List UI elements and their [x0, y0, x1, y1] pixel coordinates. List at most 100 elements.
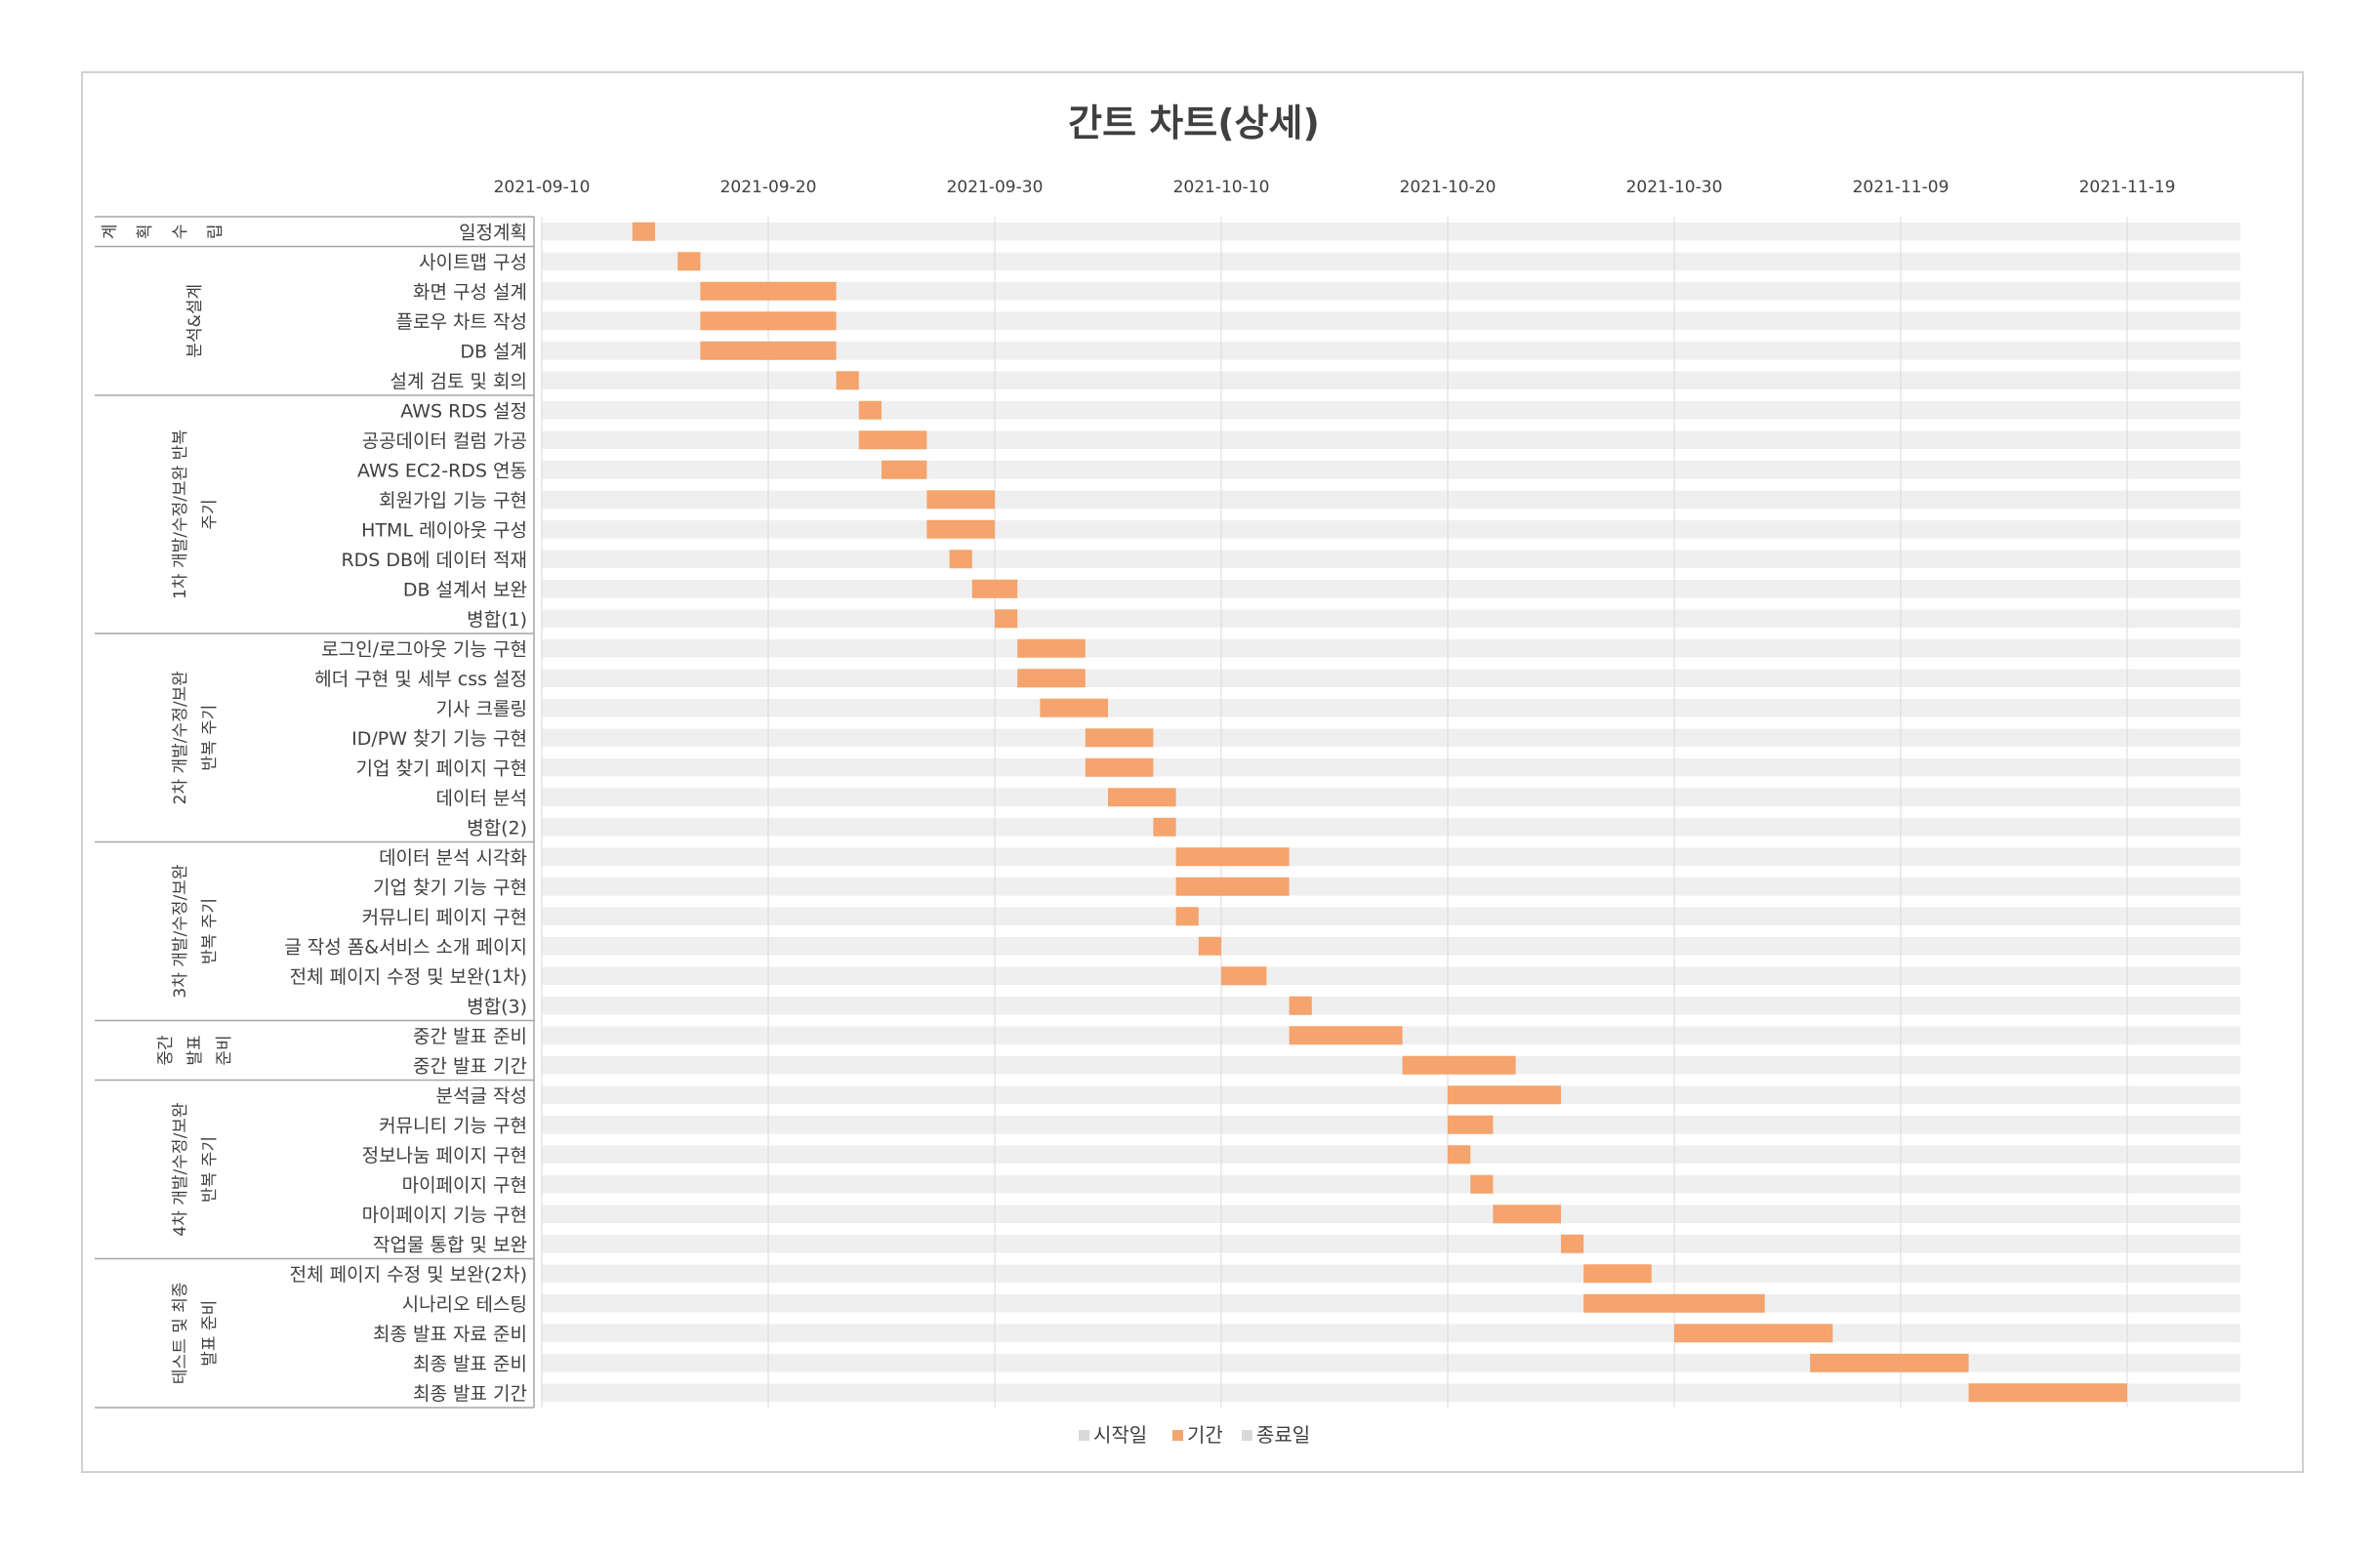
row-band — [542, 311, 2240, 330]
task-bar — [882, 460, 927, 479]
task-label: DB 설계서 보완 — [403, 579, 527, 600]
group-label: 발표 준비 — [200, 1300, 220, 1367]
chart-title: 간트 차트(상세) — [1068, 102, 1320, 144]
row-band — [542, 609, 2240, 628]
task-bar — [1289, 996, 1312, 1015]
x-axis-ticks: 2021-09-10 2021-09-20 2021-09-30 2021-10-10… — [494, 178, 2176, 197]
task-bar — [1085, 728, 1154, 748]
group-label: 반복 주기 — [200, 898, 220, 964]
row-band — [542, 1294, 2240, 1313]
task-bar — [1175, 847, 1290, 867]
row-band — [542, 1264, 2240, 1283]
row-band — [542, 1085, 2240, 1104]
task-bar — [1153, 817, 1176, 837]
task-label: 정보나눔 페이지 구현 — [362, 1145, 527, 1166]
task-label: 작업물 통합 및 보완 — [373, 1234, 527, 1255]
group-label: 립 — [206, 224, 226, 239]
task-label: 최종 발표 준비 — [413, 1353, 527, 1374]
task-label: RDS DB에 데이터 적재 — [341, 550, 527, 571]
task-bar — [1968, 1383, 2127, 1403]
task-bar — [949, 550, 972, 569]
task-bar — [1175, 877, 1290, 896]
row-band — [542, 282, 2240, 301]
group-label: 1차 개발/수정/보완 반복 — [171, 429, 190, 599]
task-label: 화면 구성 설계 — [413, 281, 527, 303]
x-tick-label: 2021-11-09 — [1853, 178, 1949, 197]
task-label: AWS RDS 설정 — [400, 400, 527, 422]
row-band — [542, 728, 2240, 747]
row-band — [542, 520, 2240, 539]
task-bar — [700, 341, 837, 360]
legend-swatch — [1079, 1430, 1089, 1441]
row-band — [542, 580, 2240, 598]
legend-entry: 시작일 — [1093, 1423, 1147, 1447]
x-tick-label: 2021-10-30 — [1626, 178, 1723, 197]
row-band — [542, 788, 2240, 806]
task-label: 커뮤니티 페이지 구현 — [362, 907, 527, 928]
task-bar — [836, 371, 859, 390]
task-bar — [1448, 1145, 1471, 1165]
group-label: 4차 개발/수정/보완 — [171, 1102, 190, 1236]
task-bar — [1448, 1085, 1561, 1105]
group-label: 2차 개발/수정/보완 — [171, 671, 190, 804]
row-band — [542, 907, 2240, 925]
task-bar — [1108, 788, 1176, 807]
task-label: 전체 페이지 수정 및 보완(1차) — [290, 966, 527, 988]
x-tick-label: 2021-11-19 — [2079, 178, 2176, 197]
task-label: 로그인/로그아웃 기능 구현 — [321, 638, 527, 660]
row-band — [542, 252, 2240, 270]
task-label: 기업 찾기 기능 구현 — [373, 877, 527, 898]
task-bar — [1198, 936, 1221, 956]
task-bar — [858, 430, 927, 450]
task-label: 기사 크롤링 — [436, 698, 527, 719]
task-label: 병합(2) — [467, 817, 527, 838]
legend-swatch — [1242, 1430, 1252, 1441]
row-band — [542, 669, 2240, 687]
task-label: 최종 발표 자료 준비 — [373, 1324, 527, 1345]
row-band — [542, 966, 2240, 985]
task-bar — [971, 579, 1018, 598]
task-label: 데이터 분석 시각화 — [379, 847, 527, 869]
row-band — [542, 371, 2240, 389]
task-bar — [1448, 1115, 1494, 1134]
task-label: 데이터 분석 — [436, 788, 527, 809]
group-label: 테스트 및 최종 — [171, 1282, 190, 1384]
task-bar — [1221, 966, 1267, 986]
task-label: 마이페이지 구현 — [402, 1174, 527, 1196]
task-label: 병합(3) — [467, 996, 527, 1017]
task-bar — [1583, 1264, 1652, 1284]
task-bar — [1810, 1353, 1969, 1372]
row-band — [542, 550, 2240, 568]
x-tick-label: 2021-10-20 — [1400, 178, 1497, 197]
group-label: 수 — [171, 224, 190, 239]
row-bands — [542, 223, 2240, 1402]
task-label: 시나리오 테스팅 — [402, 1293, 527, 1315]
group-label: 계 — [101, 224, 120, 239]
row-band — [542, 1205, 2240, 1223]
chart-frame: 간트 차트(상세) 2021-09-10 2021-09-20 2021-09-30… — [81, 71, 2304, 1473]
task-bar — [700, 311, 837, 331]
task-label: HTML 레이아웃 구성 — [361, 519, 527, 541]
task-label: AWS EC2-RDS 연동 — [357, 460, 527, 481]
legend-entry: 종료일 — [1256, 1423, 1310, 1447]
task-bar — [1017, 638, 1086, 658]
x-tick-label: 2021-09-10 — [494, 178, 591, 197]
row-band — [542, 401, 2240, 420]
x-tick-label: 2021-10-10 — [1173, 178, 1270, 197]
row-band — [542, 430, 2240, 449]
row-band — [542, 1383, 2240, 1402]
task-bar — [1674, 1324, 1833, 1343]
task-label: 글 작성 폼&서비스 소개 페이지 — [284, 936, 527, 958]
group-label: 획 — [136, 224, 155, 239]
task-bar — [926, 519, 995, 539]
task-bar — [700, 281, 837, 301]
task-bar — [1493, 1205, 1561, 1224]
group-label: 3차 개발/수정/보완 — [171, 864, 190, 998]
row-band — [542, 1145, 2240, 1164]
group-label: 발표 — [185, 1035, 205, 1065]
task-label: 병합(1) — [467, 609, 527, 631]
row-band — [542, 847, 2240, 866]
row-band — [542, 878, 2240, 896]
